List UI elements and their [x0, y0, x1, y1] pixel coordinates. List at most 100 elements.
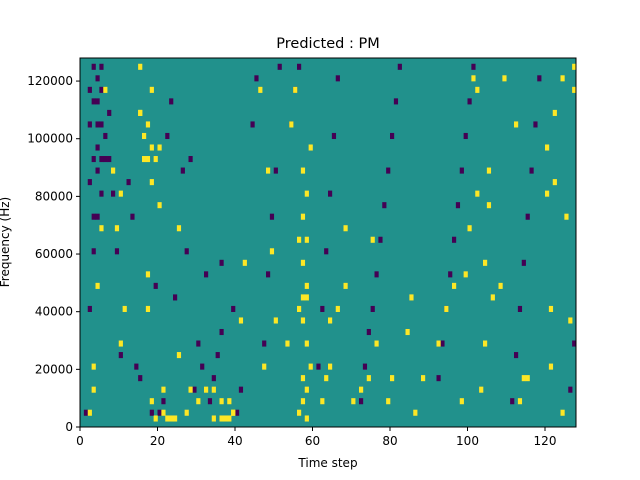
heatmap-cell-low — [254, 75, 259, 82]
heatmap-cell-low — [568, 386, 573, 393]
heatmap-cell-low — [331, 132, 337, 140]
heatmap-cell-high — [517, 398, 523, 405]
heatmap-cell-high — [343, 282, 348, 289]
heatmap-cell-low — [99, 121, 104, 128]
heatmap-cell-high — [211, 415, 216, 422]
y-tick-label: 120000 — [27, 74, 73, 88]
heatmap-cell-high — [479, 386, 484, 393]
heatmap-cell-high — [436, 340, 441, 347]
heatmap-cell-low — [114, 248, 120, 255]
heatmap-cell-low — [440, 340, 445, 347]
heatmap-cell-low — [87, 179, 92, 186]
heatmap-cell-high — [452, 282, 457, 289]
heatmap-cell-high — [269, 248, 275, 255]
heatmap-cell-low — [235, 409, 240, 416]
heatmap-cell-high — [196, 398, 201, 405]
heatmap-cell-high — [289, 121, 294, 128]
heatmap-cell-low — [305, 18, 309, 24]
heatmap-cell-high — [459, 398, 464, 405]
heatmap-cell-high — [145, 271, 151, 278]
heatmap-cell-low — [99, 156, 104, 163]
heatmap-cell-low — [95, 75, 100, 82]
heatmap-cell-low — [134, 363, 139, 370]
heatmap-cell-high — [300, 375, 306, 382]
heatmap-cell-low — [529, 167, 534, 174]
x-tick-label: 120 — [534, 434, 557, 448]
heatmap-cell-low — [91, 156, 96, 163]
heatmap-cell-low — [266, 271, 271, 278]
heatmap-cell-high — [99, 225, 104, 232]
heatmap-cell-low — [517, 305, 523, 312]
heatmap-cell-high — [308, 144, 313, 151]
heatmap-cell-low — [95, 167, 100, 174]
heatmap-cell-high — [153, 156, 158, 163]
heatmap-cell-low — [95, 58, 100, 59]
heatmap-cell-high — [300, 167, 306, 174]
heatmap-cell-high — [370, 236, 375, 243]
heatmap-cell-low — [161, 398, 166, 405]
heatmap-cell-low — [157, 409, 162, 416]
heatmap-cell-low — [169, 98, 174, 105]
heatmap-cell-high — [138, 63, 143, 70]
heatmap-cell-low — [316, 363, 321, 370]
heatmap-cell-high — [483, 259, 488, 266]
heatmap-cell-high — [251, 18, 255, 24]
heatmap-cell-low — [91, 63, 96, 70]
y-tick-label: 20000 — [35, 362, 73, 376]
heatmap-cell-high — [297, 409, 302, 416]
heatmap-cell-low — [92, 29, 96, 35]
heatmap-cell-low — [525, 213, 530, 220]
heatmap-cell-high — [227, 398, 232, 405]
heatmap-cell-high — [231, 409, 236, 416]
heatmap-cell-low — [262, 340, 267, 347]
heatmap-cell-low — [91, 58, 96, 59]
heatmap-cell-high — [145, 156, 151, 163]
heatmap-cell-low — [378, 236, 383, 243]
heatmap-cell-high — [91, 386, 96, 393]
heatmap-cell-low — [99, 86, 104, 93]
x-tick-label: 40 — [227, 434, 242, 448]
heatmap-cell-high — [413, 409, 418, 416]
heatmap-cell-low — [572, 340, 576, 347]
heatmap-cell-low — [103, 156, 108, 163]
heatmap-cell-low — [455, 202, 461, 209]
heatmap-cell-low — [231, 305, 236, 312]
heatmap-cell-low — [87, 305, 92, 312]
heatmap-cell-high — [514, 121, 519, 128]
heatmap-cell-low — [111, 190, 116, 197]
heatmap-cell-high — [483, 340, 488, 347]
heatmap-cell-low — [366, 328, 371, 336]
heatmap-cell-high — [552, 179, 557, 186]
heatmap-cell-high — [297, 305, 302, 312]
heatmap-cell-low — [243, 18, 247, 24]
heatmap-cell-high — [343, 225, 348, 232]
heatmap-cell-high — [173, 415, 178, 422]
heatmap-cell-low — [273, 167, 278, 174]
heatmap-cell-high — [145, 305, 151, 312]
heatmap-cell-low — [173, 294, 178, 301]
heatmap-cell-low — [219, 328, 224, 336]
x-tick-label: 20 — [150, 434, 165, 448]
heatmap-cell-low — [184, 248, 189, 255]
heatmap-cell-low — [463, 132, 468, 140]
heatmap-cell-low — [87, 121, 92, 128]
heatmap-cell-high — [142, 132, 147, 140]
heatmap-cell-high — [545, 144, 550, 151]
heatmap-cell-low — [95, 213, 100, 220]
heatmap-cell-high — [560, 409, 565, 416]
heatmap-cell-low — [324, 248, 329, 255]
heatmap-cell-low — [165, 132, 170, 140]
y-axis: 0 20000 40000 60000 80000 100000 120000 — [27, 74, 80, 434]
heatmap-cell-high — [304, 190, 309, 197]
heatmap-cell-low — [95, 98, 100, 105]
heatmap-cell-high — [351, 398, 356, 405]
heatmap-cell-high — [304, 415, 309, 422]
heatmap-cell-high — [169, 415, 174, 422]
heatmap-cell-high — [258, 86, 263, 93]
heatmap-cell-low — [397, 63, 402, 70]
heatmap-cell-low — [533, 121, 538, 128]
heatmap-cell-low — [277, 63, 282, 70]
heatmap-cell-low — [537, 75, 542, 82]
heatmap-cell-high — [471, 75, 476, 82]
